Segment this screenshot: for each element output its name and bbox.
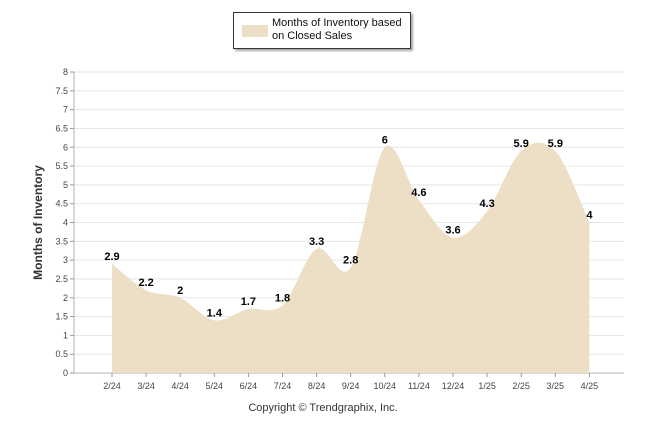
x-tick-label: 2/24 — [103, 381, 121, 391]
y-tick-label: 4 — [63, 218, 68, 228]
data-label: 4.6 — [411, 187, 426, 199]
x-tick-label: 10/24 — [374, 381, 397, 391]
y-tick-label: 6 — [63, 142, 68, 152]
x-tick-label: 9/24 — [342, 381, 360, 391]
data-label: 3.3 — [309, 236, 324, 248]
legend-label-line1: Months of Inventory based — [272, 17, 402, 29]
copyright-text: Copyright © Trendgraphix, Inc. — [248, 402, 398, 414]
x-tick-label: 3/24 — [137, 381, 155, 391]
y-tick-label: 7.5 — [55, 86, 68, 96]
y-tick-label: 6.5 — [55, 123, 68, 133]
x-tick-label: 11/24 — [408, 381, 430, 391]
data-label: 5.9 — [548, 138, 563, 150]
data-label: 1.8 — [275, 292, 290, 304]
x-tick-label: 12/24 — [442, 381, 465, 391]
y-tick-label: 5.5 — [55, 161, 68, 171]
y-axis-title: Months of Inventory — [31, 165, 45, 280]
data-label: 1.4 — [207, 307, 223, 319]
y-tick-label: 8 — [63, 67, 68, 77]
x-tick-label: 3/25 — [547, 381, 565, 391]
data-label: 2.2 — [138, 277, 153, 289]
data-label: 4 — [586, 210, 593, 222]
x-tick-label: 4/24 — [171, 381, 189, 391]
x-tick-label: 6/24 — [240, 381, 258, 391]
legend-label-line2: on Closed Sales — [272, 30, 353, 42]
data-label: 4.3 — [479, 198, 494, 210]
x-tick-label: 1/25 — [478, 381, 496, 391]
x-tick-label: 4/25 — [581, 381, 599, 391]
chart-legend: Months of Inventory based on Closed Sale… — [233, 12, 411, 49]
y-tick-label: 1 — [63, 330, 68, 340]
y-tick-label: 1.5 — [55, 312, 68, 322]
y-tick-label: 2.5 — [55, 274, 68, 284]
y-tick-label: 0 — [63, 368, 68, 378]
y-tick-label: 4.5 — [55, 199, 68, 209]
y-tick-label: 3 — [63, 255, 68, 265]
data-label: 3.6 — [445, 225, 460, 237]
x-tick-label: 8/24 — [308, 381, 326, 391]
x-tick-label: 7/24 — [274, 381, 292, 391]
y-tick-label: 5 — [63, 180, 68, 190]
y-tick-label: 3.5 — [55, 236, 68, 246]
y-tick-label: 0.5 — [55, 349, 68, 359]
legend-label: Months of Inventory based on Closed Sale… — [272, 17, 410, 43]
data-label: 2.9 — [104, 251, 119, 263]
data-label: 6 — [382, 134, 388, 146]
legend-swatch — [242, 25, 268, 37]
x-tick-label: 2/25 — [512, 381, 530, 391]
x-tick-label: 5/24 — [206, 381, 224, 391]
area-series — [112, 142, 590, 373]
y-tick-label: 7 — [63, 105, 68, 115]
data-label: 1.7 — [241, 296, 256, 308]
data-label: 5.9 — [514, 138, 529, 150]
data-label: 2.8 — [343, 255, 358, 267]
y-tick-label: 2 — [63, 293, 68, 303]
data-label: 2 — [177, 285, 183, 297]
